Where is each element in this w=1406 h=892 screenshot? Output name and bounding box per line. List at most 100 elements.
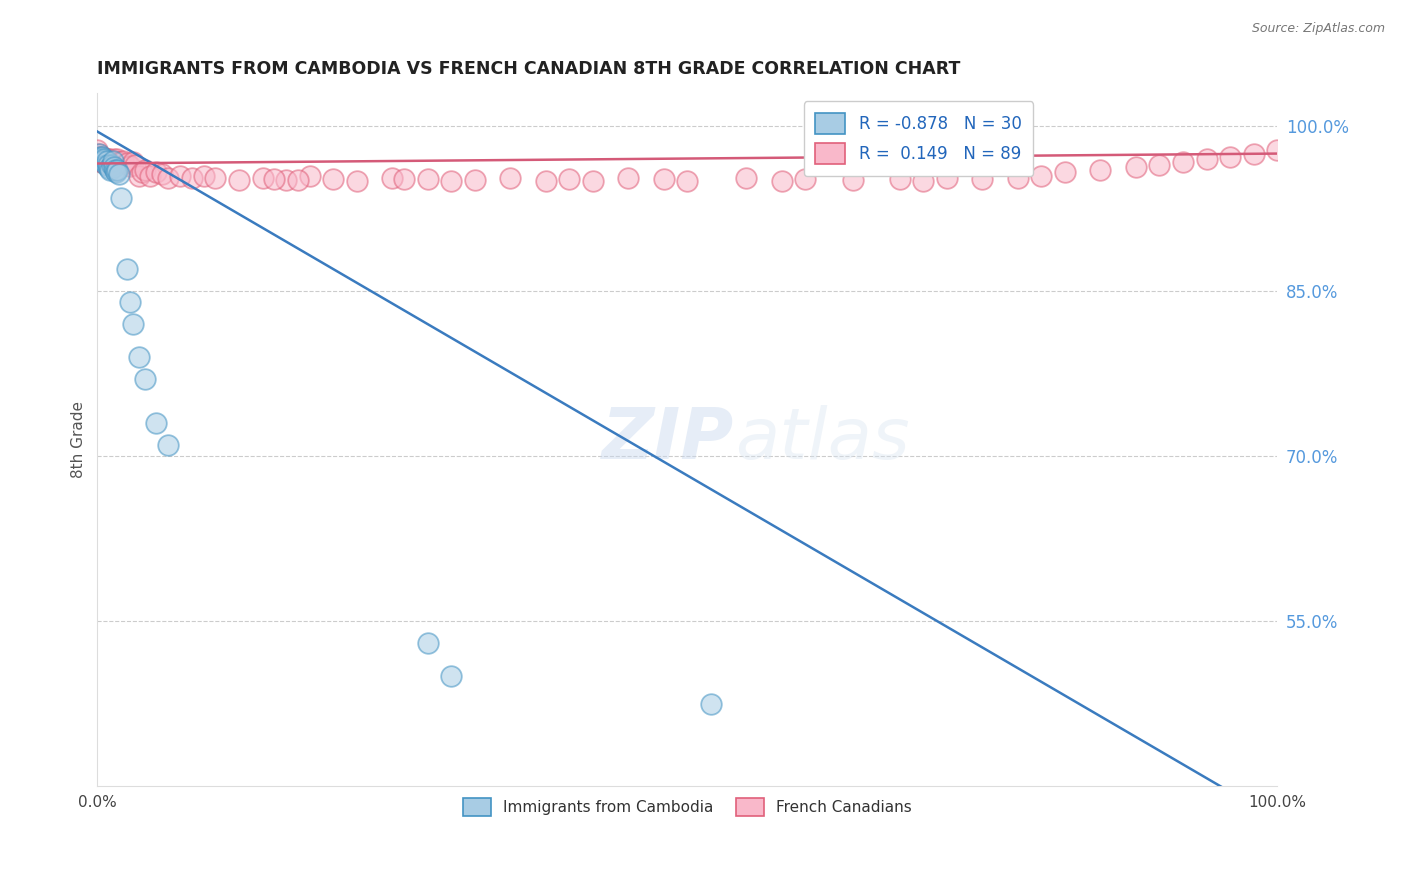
Point	[90, 150, 112, 164]
Point	[91, 154, 114, 169]
Point	[93, 156, 115, 170]
Point	[86, 143, 108, 157]
Point	[287, 173, 309, 187]
Point	[89, 150, 111, 164]
Point	[652, 172, 675, 186]
Point	[936, 170, 959, 185]
Point	[464, 173, 486, 187]
Point	[676, 174, 699, 188]
Point	[770, 174, 793, 188]
Point	[1219, 150, 1241, 164]
Point	[89, 152, 111, 166]
Point	[100, 158, 122, 172]
Point	[90, 152, 112, 166]
Point	[134, 372, 156, 386]
Point	[90, 152, 112, 166]
Point	[1149, 158, 1171, 172]
Point	[150, 168, 173, 182]
Point	[110, 155, 132, 169]
Point	[128, 169, 150, 183]
Point	[90, 154, 112, 169]
Point	[87, 146, 110, 161]
Point	[91, 152, 114, 166]
Point	[157, 170, 180, 185]
Point	[416, 636, 439, 650]
Point	[157, 438, 180, 452]
Point	[346, 174, 368, 188]
Point	[1171, 155, 1194, 169]
Point	[98, 161, 121, 175]
Point	[100, 155, 122, 169]
Point	[104, 155, 127, 169]
Point	[87, 146, 110, 161]
Y-axis label: 8th Grade: 8th Grade	[72, 401, 86, 478]
Point	[889, 172, 911, 186]
Point	[1125, 160, 1147, 174]
Point	[276, 173, 298, 187]
Point	[121, 155, 143, 169]
Point	[139, 169, 162, 183]
Point	[131, 165, 153, 179]
Point	[1243, 146, 1265, 161]
Point	[1195, 152, 1218, 166]
Point	[103, 152, 125, 166]
Legend: Immigrants from Cambodia, French Canadians: Immigrants from Cambodia, French Canadia…	[456, 790, 920, 824]
Point	[105, 154, 128, 169]
Point	[134, 163, 156, 178]
Point	[98, 152, 121, 166]
Point	[169, 169, 191, 183]
Point	[89, 150, 111, 164]
Point	[204, 170, 226, 185]
Point	[392, 172, 415, 186]
Point	[97, 152, 120, 166]
Point	[972, 172, 994, 186]
Point	[912, 174, 935, 188]
Point	[145, 165, 167, 179]
Text: IMMIGRANTS FROM CAMBODIA VS FRENCH CANADIAN 8TH GRADE CORRELATION CHART: IMMIGRANTS FROM CAMBODIA VS FRENCH CANAD…	[97, 60, 960, 78]
Point	[193, 169, 215, 183]
Point	[617, 170, 640, 185]
Point	[381, 170, 404, 185]
Point	[582, 174, 605, 188]
Point	[107, 152, 129, 166]
Point	[228, 173, 250, 187]
Point	[104, 163, 127, 178]
Point	[93, 152, 115, 166]
Point	[98, 163, 121, 178]
Point	[534, 174, 557, 188]
Point	[98, 155, 121, 169]
Point	[252, 170, 274, 185]
Point	[145, 416, 167, 430]
Text: ZIP: ZIP	[602, 405, 734, 475]
Point	[101, 154, 124, 169]
Point	[98, 155, 121, 169]
Point	[1267, 143, 1289, 157]
Point	[87, 154, 110, 169]
Point	[1090, 163, 1112, 178]
Point	[91, 154, 114, 169]
Text: Source: ZipAtlas.com: Source: ZipAtlas.com	[1251, 22, 1385, 36]
Point	[91, 150, 114, 164]
Point	[115, 156, 138, 170]
Point	[841, 173, 863, 187]
Point	[499, 170, 522, 185]
Point	[96, 155, 118, 169]
Point	[120, 295, 142, 310]
Point	[735, 170, 758, 185]
Point	[700, 697, 723, 711]
Point	[97, 158, 120, 172]
Point	[105, 165, 128, 179]
Point	[94, 154, 117, 169]
Point	[89, 154, 111, 169]
Point	[1054, 165, 1077, 179]
Point	[180, 170, 202, 185]
Point	[115, 262, 138, 277]
Point	[91, 152, 114, 166]
Point	[128, 350, 150, 364]
Point	[91, 150, 114, 164]
Point	[112, 154, 135, 169]
Point	[103, 160, 125, 174]
Point	[87, 152, 110, 166]
Point	[101, 154, 124, 169]
Point	[558, 172, 581, 186]
